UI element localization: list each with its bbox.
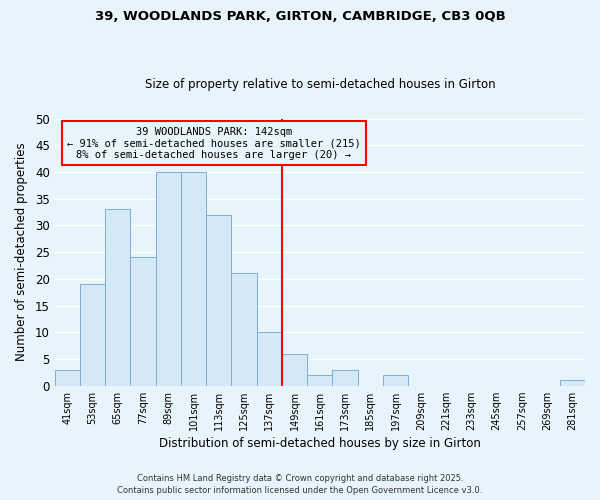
Text: Contains HM Land Registry data © Crown copyright and database right 2025.
Contai: Contains HM Land Registry data © Crown c… (118, 474, 482, 495)
Bar (80, 284, 105, 386)
Bar (560, 380, 585, 386)
Text: 39, WOODLANDS PARK, GIRTON, CAMBRIDGE, CB3 0QB: 39, WOODLANDS PARK, GIRTON, CAMBRIDGE, C… (95, 10, 505, 23)
Bar (181, 172, 206, 386)
Bar (206, 214, 232, 386)
Bar (282, 354, 307, 386)
Bar (55, 370, 80, 386)
Y-axis label: Number of semi-detached properties: Number of semi-detached properties (15, 143, 28, 362)
Title: Size of property relative to semi-detached houses in Girton: Size of property relative to semi-detach… (145, 78, 495, 91)
Bar (383, 375, 408, 386)
Bar (232, 274, 257, 386)
Bar (130, 258, 155, 386)
Bar (307, 375, 332, 386)
Bar (105, 210, 130, 386)
Text: 39 WOODLANDS PARK: 142sqm
← 91% of semi-detached houses are smaller (215)
8% of : 39 WOODLANDS PARK: 142sqm ← 91% of semi-… (67, 126, 361, 160)
Bar (332, 370, 358, 386)
Bar (155, 172, 181, 386)
X-axis label: Distribution of semi-detached houses by size in Girton: Distribution of semi-detached houses by … (159, 437, 481, 450)
Bar (257, 332, 282, 386)
